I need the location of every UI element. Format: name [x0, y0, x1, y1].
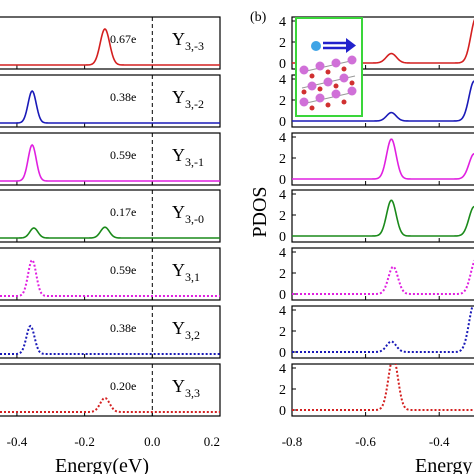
y-tick-label: 4 [279, 188, 286, 203]
panel-a: 0.67e Y3,-3 0.38e Y3,-2 0.59e Y3,-1 0.17e Y3,-0… [0, 16, 221, 449]
y-tick-label: 4 [279, 362, 286, 377]
y-tick-label: 0 [279, 173, 286, 188]
y-tick-label: 2 [279, 152, 286, 167]
y-tick-label: 4 [279, 15, 286, 30]
charge-label: 0.38e [110, 321, 136, 335]
charge-label: 0.67e [110, 32, 136, 46]
y-tick-label: 0 [279, 288, 286, 303]
panel-a-row: 0.38e Y3,-2 [0, 74, 221, 128]
row-frame [0, 132, 221, 186]
panel-a-row: 0.17e Y3,-0 [0, 189, 221, 243]
pdos-series-line [0, 143, 220, 182]
y-tick-label: 4 [279, 246, 286, 261]
structure-inset [295, 17, 363, 117]
row-frame [291, 363, 474, 417]
row-frame [0, 363, 221, 417]
row-frame [291, 305, 474, 359]
y-tick-label: 4 [279, 131, 286, 146]
substrate-atoms-icon [299, 55, 357, 111]
x-tick-label: -0.4 [429, 434, 450, 449]
row-frame [291, 189, 474, 243]
x-tick-label: -0.2 [74, 434, 95, 449]
panel-a-row: 0.38e Y3,2 [0, 305, 221, 359]
y-tick-label: 0 [279, 230, 286, 245]
y-tick-label: 0 [279, 115, 286, 130]
row-frame [0, 305, 221, 359]
panel-a-row: 0.20e Y3,3 [0, 363, 221, 417]
right-x-axis-label: Energy [415, 455, 472, 474]
x-tick-label: 0.0 [144, 434, 160, 449]
panel-a-row: 0.59e Y3,-1 [0, 132, 221, 186]
pdos-series-line [0, 396, 220, 413]
right-y-axis-label: PDOS [249, 186, 271, 237]
orbital-label: Y3,2 [172, 318, 200, 342]
y-tick-label: 4 [279, 73, 286, 88]
panel-a-row: 0.59e Y3,1 [0, 247, 221, 301]
pdos-series-line [0, 324, 220, 355]
panel-b-row: 0 2 4 [279, 73, 474, 130]
panel-b-row: 0 2 4 [279, 362, 474, 419]
charge-label: 0.59e [110, 148, 136, 162]
pdos-series-line [292, 138, 474, 180]
pdos-series-line [0, 28, 220, 66]
y-tick-label: 0 [279, 57, 286, 72]
y-tick-label: 2 [279, 325, 286, 340]
pdos-series-line [292, 306, 474, 353]
row-frame [0, 74, 221, 128]
x-tick-label: -0.8 [282, 434, 303, 449]
y-tick-label: 2 [279, 209, 286, 224]
y-tick-label: 2 [279, 36, 286, 51]
panel-b-row: 0 2 4 [279, 188, 474, 245]
pdos-series-line [292, 364, 474, 411]
row-frame [0, 189, 221, 243]
panel-b-label: (b) [250, 10, 267, 25]
row-frame [291, 132, 474, 186]
orbital-label: Y3,-1 [172, 145, 204, 169]
charge-label: 0.20e [110, 379, 136, 393]
charge-label: 0.38e [110, 90, 136, 104]
orbital-label: Y3,-0 [172, 202, 204, 226]
panel-a-row: 0.67e Y3,-3 [0, 16, 221, 70]
orbital-label: Y3,-2 [172, 87, 204, 111]
y-tick-label: 4 [279, 304, 286, 319]
y-tick-label: 0 [279, 346, 286, 361]
panel-b-row: 0 2 4 [279, 131, 474, 188]
pdos-series-line [292, 199, 474, 237]
orbital-label: Y3,1 [172, 260, 200, 284]
charge-label: 0.59e [110, 263, 136, 277]
pdos-series-line [0, 89, 220, 124]
panel-b-row: 0 2 4 [279, 304, 474, 361]
y-tick-label: 2 [279, 94, 286, 109]
row-frame [291, 74, 474, 128]
y-tick-label: 2 [279, 267, 286, 282]
panel-b-row: 0 2 4 [279, 246, 474, 303]
pdos-series-line [292, 259, 474, 295]
pdos-series-line [292, 80, 474, 122]
arrow-right-icon [323, 38, 356, 53]
charge-label: 0.17e [110, 205, 136, 219]
orbital-label: Y3,-3 [172, 29, 204, 53]
y-tick-label: 2 [279, 383, 286, 398]
adatom-icon [311, 41, 321, 51]
pdos-series-line [0, 226, 220, 239]
row-frame [0, 247, 221, 301]
left-x-axis-label: Energy(eV) [55, 455, 149, 474]
x-tick-label: 0.2 [204, 434, 220, 449]
row-frame [291, 247, 474, 301]
pdos-series-line [0, 258, 220, 297]
x-tick-label: -0.4 [7, 434, 28, 449]
row-frame [291, 16, 474, 70]
y-tick-label: 0 [279, 404, 286, 419]
row-frame [0, 16, 221, 70]
x-tick-label: -0.6 [355, 434, 376, 449]
orbital-label: Y3,3 [172, 376, 200, 400]
